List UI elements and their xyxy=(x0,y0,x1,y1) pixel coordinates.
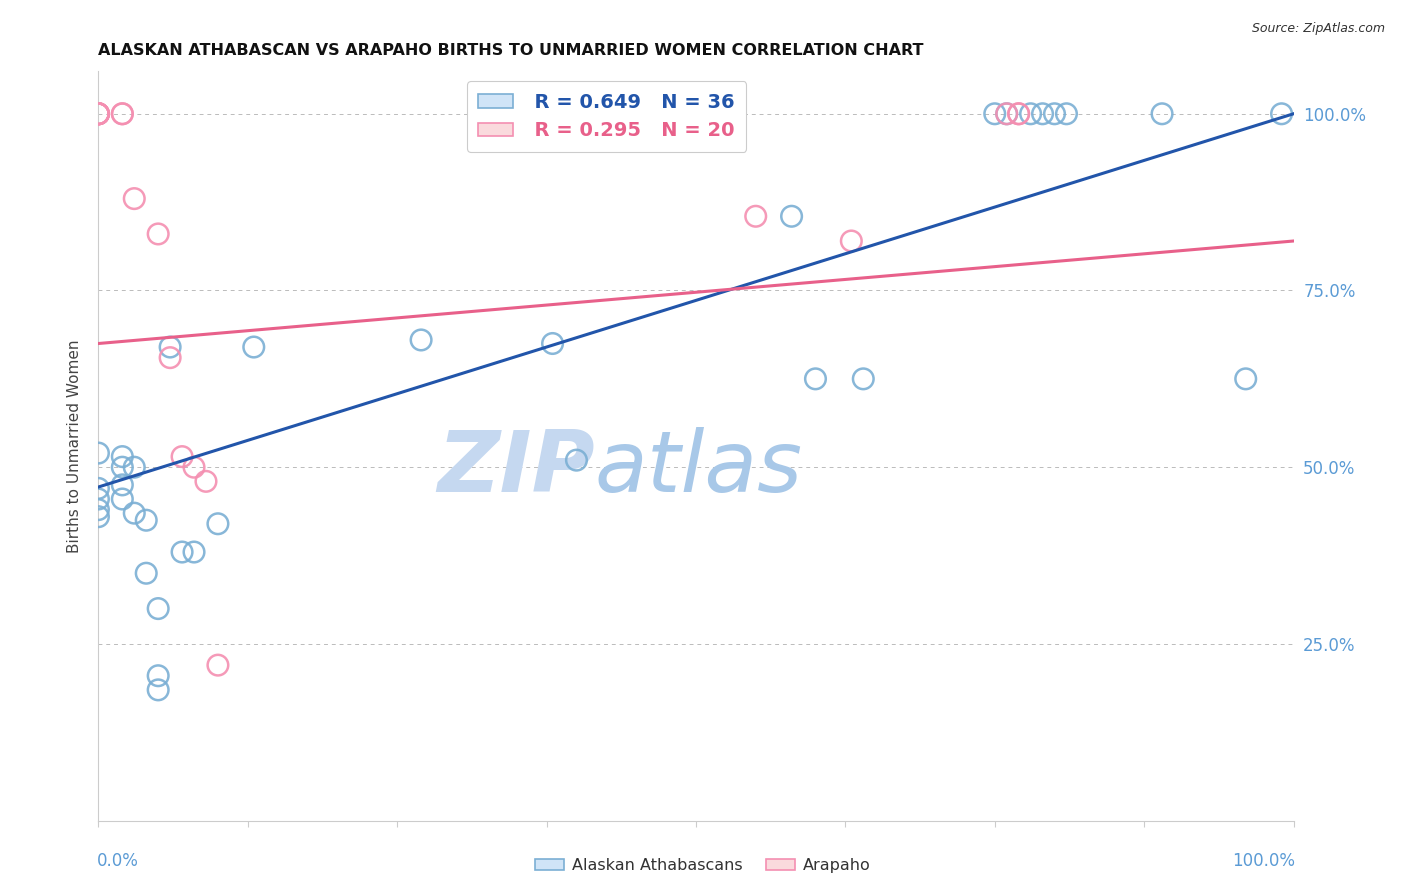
Text: 100.0%: 100.0% xyxy=(1232,852,1295,870)
Text: ALASKAN ATHABASCAN VS ARAPAHO BIRTHS TO UNMARRIED WOMEN CORRELATION CHART: ALASKAN ATHABASCAN VS ARAPAHO BIRTHS TO … xyxy=(98,43,924,58)
Point xyxy=(995,107,1018,121)
Text: 0.0%: 0.0% xyxy=(97,852,139,870)
Point xyxy=(1234,372,1257,386)
Point xyxy=(148,601,170,615)
Text: atlas: atlas xyxy=(595,427,803,510)
Point xyxy=(124,460,146,475)
Point xyxy=(1032,107,1054,121)
Point xyxy=(111,460,134,475)
Point xyxy=(111,478,134,492)
Point xyxy=(87,482,110,496)
Point xyxy=(995,107,1018,121)
Point xyxy=(1271,107,1294,121)
Point xyxy=(87,107,110,121)
Point xyxy=(745,209,768,223)
Point xyxy=(1152,107,1174,121)
Point xyxy=(1019,107,1042,121)
Point xyxy=(111,491,134,506)
Point xyxy=(148,669,170,683)
Point xyxy=(124,192,146,206)
Point xyxy=(804,372,827,386)
Point xyxy=(87,107,110,121)
Point xyxy=(541,336,564,351)
Point xyxy=(183,545,205,559)
Point xyxy=(135,513,157,527)
Point xyxy=(207,658,229,673)
Point xyxy=(172,450,194,464)
Point xyxy=(87,107,110,121)
Point xyxy=(1043,107,1066,121)
Point xyxy=(159,340,181,354)
Point xyxy=(852,372,875,386)
Point xyxy=(87,491,110,506)
Legend: Alaskan Athabascans, Arapaho: Alaskan Athabascans, Arapaho xyxy=(529,852,877,880)
Legend:   R = 0.649   N = 36,   R = 0.295   N = 20: R = 0.649 N = 36, R = 0.295 N = 20 xyxy=(467,81,747,153)
Point xyxy=(1008,107,1031,121)
Point xyxy=(124,506,146,520)
Point xyxy=(87,502,110,516)
Point xyxy=(111,450,134,464)
Point xyxy=(243,340,266,354)
Point xyxy=(207,516,229,531)
Point xyxy=(195,475,218,489)
Point xyxy=(172,545,194,559)
Point xyxy=(87,446,110,460)
Point xyxy=(780,209,803,223)
Point xyxy=(148,227,170,241)
Point xyxy=(159,351,181,365)
Point xyxy=(87,107,110,121)
Point xyxy=(135,566,157,581)
Point xyxy=(87,107,110,121)
Text: Source: ZipAtlas.com: Source: ZipAtlas.com xyxy=(1251,22,1385,36)
Point xyxy=(565,453,588,467)
Point xyxy=(87,509,110,524)
Y-axis label: Births to Unmarried Women: Births to Unmarried Women xyxy=(67,339,83,553)
Point xyxy=(1056,107,1078,121)
Point xyxy=(111,107,134,121)
Point xyxy=(1008,107,1031,121)
Point xyxy=(148,682,170,697)
Point xyxy=(841,234,863,248)
Point xyxy=(111,107,134,121)
Point xyxy=(183,460,205,475)
Text: ZIP: ZIP xyxy=(437,427,595,510)
Point xyxy=(87,107,110,121)
Point xyxy=(984,107,1007,121)
Point xyxy=(411,333,433,347)
